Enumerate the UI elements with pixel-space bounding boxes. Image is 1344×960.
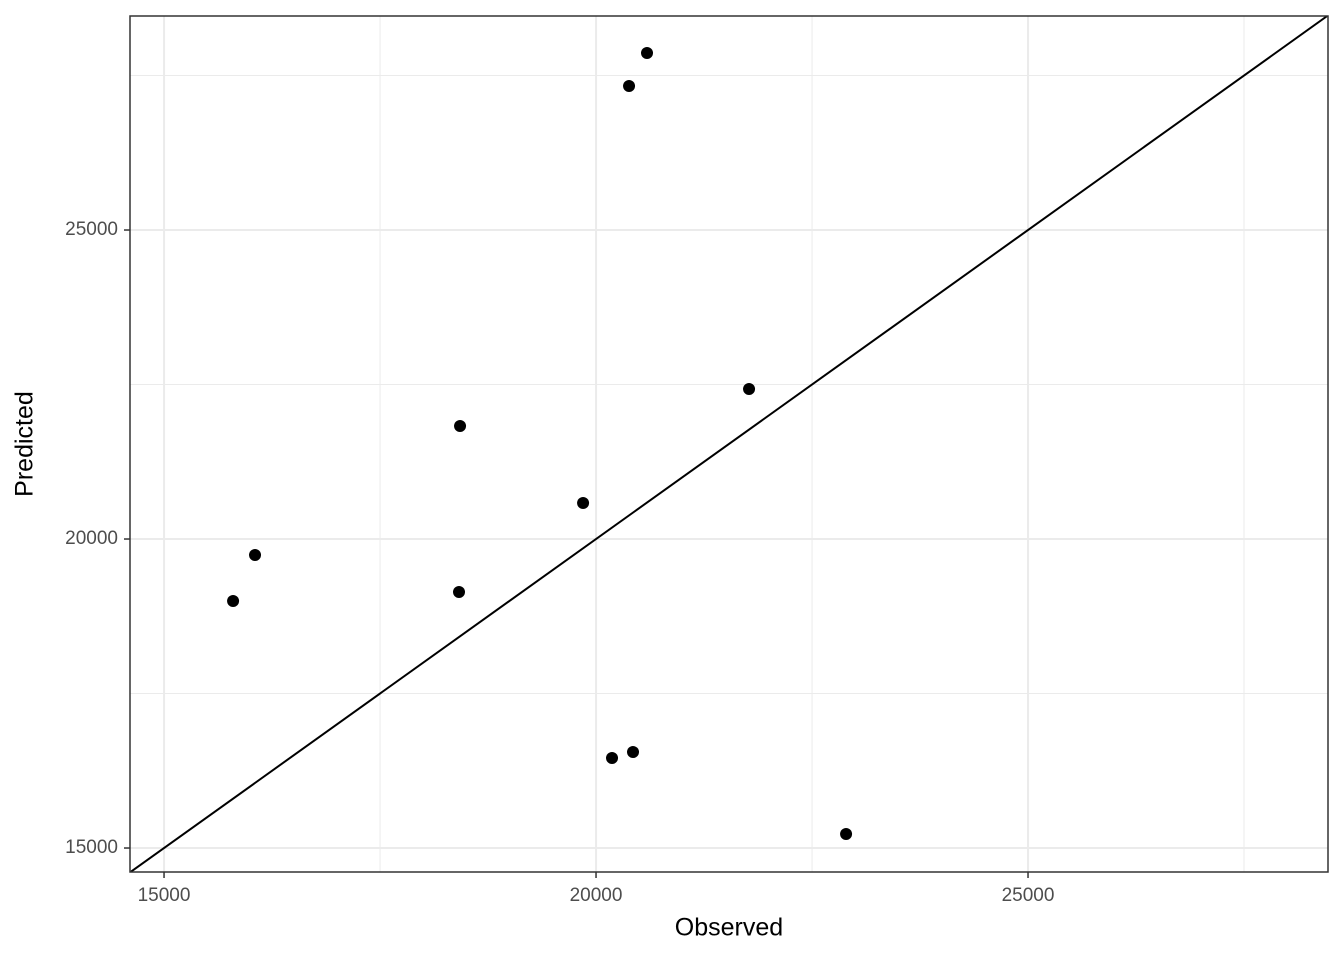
reference-line bbox=[130, 16, 1328, 872]
x-tick-label: 25000 bbox=[1002, 885, 1055, 906]
panel-border bbox=[129, 15, 1329, 873]
point bbox=[227, 595, 240, 608]
y-tick-label: 25000 bbox=[65, 219, 118, 240]
point bbox=[641, 47, 654, 60]
y-tick-label: 15000 bbox=[65, 837, 118, 858]
point bbox=[577, 496, 590, 509]
point bbox=[623, 80, 636, 93]
x-axis-title: Observed bbox=[675, 914, 783, 942]
point bbox=[453, 586, 466, 599]
point bbox=[454, 420, 467, 433]
point bbox=[743, 383, 756, 396]
x-tick-label: 20000 bbox=[570, 885, 623, 906]
point bbox=[840, 827, 853, 840]
y-tick-label: 20000 bbox=[65, 528, 118, 549]
y-axis-title: Predicted bbox=[11, 391, 39, 497]
x-tick-label: 15000 bbox=[138, 885, 191, 906]
point bbox=[249, 549, 262, 562]
point bbox=[627, 746, 640, 759]
point bbox=[606, 752, 619, 765]
